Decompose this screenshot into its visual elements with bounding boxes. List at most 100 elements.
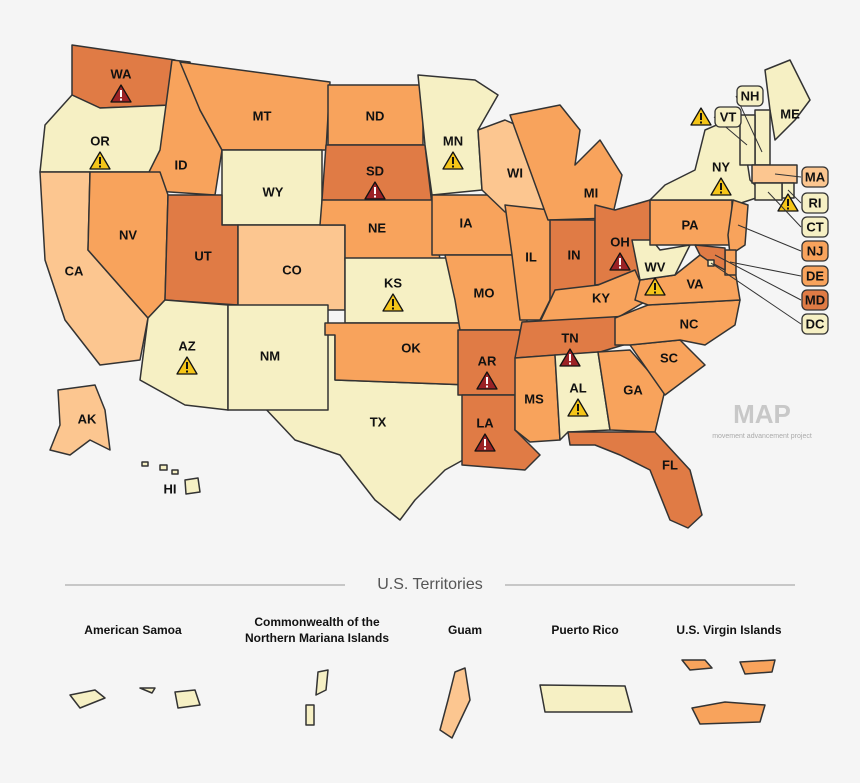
territories: American Samoa Commonwealth of the Norther… bbox=[69, 615, 782, 739]
territory-name: Commonwealth of the bbox=[254, 615, 380, 629]
territory-name: Puerto Rico bbox=[551, 623, 618, 637]
territory bbox=[305, 704, 315, 726]
warning-icon bbox=[690, 107, 712, 126]
state-label: VT bbox=[720, 109, 737, 124]
state bbox=[694, 244, 726, 271]
warning-icon bbox=[474, 433, 496, 452]
state-label: NE bbox=[368, 220, 386, 235]
warning-dot bbox=[654, 291, 656, 294]
warning-dot bbox=[569, 362, 571, 365]
warning-icon bbox=[364, 181, 386, 200]
state-label: OK bbox=[401, 340, 421, 355]
state-label: CT bbox=[806, 219, 823, 234]
warning-mark bbox=[486, 377, 488, 384]
state-label: MI bbox=[584, 185, 598, 200]
state-label: OH bbox=[610, 234, 630, 249]
warning-mark bbox=[392, 299, 394, 306]
territory-name: U.S. Virgin Islands bbox=[676, 623, 781, 637]
state-labels: TX WA OR CA ID NV MT WY UT CO AZ NM ND SD NE KS OK MN IA MO… bbox=[65, 66, 829, 496]
state bbox=[554, 351, 611, 441]
territory bbox=[315, 669, 329, 696]
warning-mark bbox=[99, 157, 101, 164]
leader-line bbox=[787, 189, 802, 204]
state-label: ID bbox=[175, 157, 188, 172]
state-label: MD bbox=[805, 292, 825, 307]
territory bbox=[539, 684, 633, 713]
state-label: TN bbox=[561, 330, 578, 345]
warning-mark bbox=[787, 199, 789, 206]
warning-dot bbox=[392, 307, 394, 310]
warning-icon bbox=[476, 371, 498, 390]
state bbox=[184, 477, 201, 495]
warning-dot bbox=[484, 447, 486, 450]
warning-dot bbox=[186, 370, 188, 373]
state-label: WI bbox=[507, 165, 523, 180]
callout-box bbox=[801, 313, 829, 335]
territory-name: American Samoa bbox=[84, 623, 182, 637]
warning-mark bbox=[700, 113, 702, 120]
state-label: DC bbox=[806, 316, 825, 331]
state-label: IN bbox=[568, 247, 581, 262]
callout-box bbox=[801, 289, 829, 311]
warning-mark bbox=[374, 187, 376, 194]
warning-dot bbox=[619, 266, 621, 269]
leader-line bbox=[767, 191, 802, 228]
state-label: DE bbox=[806, 268, 824, 283]
state-label: AZ bbox=[178, 338, 195, 353]
callout-box bbox=[801, 192, 829, 214]
state bbox=[227, 304, 329, 411]
warning-dot bbox=[452, 165, 454, 168]
warning-icon bbox=[567, 398, 589, 417]
warning-mark bbox=[569, 354, 571, 361]
state-label: HI bbox=[164, 481, 177, 496]
state-label: OR bbox=[90, 133, 110, 148]
territory-name: Guam bbox=[448, 623, 482, 637]
state-label: MT bbox=[253, 108, 272, 123]
callout-box bbox=[801, 216, 829, 238]
warning-icon bbox=[710, 177, 732, 196]
warning-mark bbox=[484, 439, 486, 446]
warning-icon bbox=[89, 151, 111, 170]
state-label: RI bbox=[809, 195, 822, 210]
state bbox=[727, 199, 749, 256]
warning-dot bbox=[700, 121, 702, 124]
state-island bbox=[171, 469, 179, 475]
state-label: NM bbox=[260, 348, 280, 363]
leader-line bbox=[737, 224, 802, 252]
warning-mark bbox=[654, 283, 656, 290]
state bbox=[754, 109, 771, 166]
leader-line bbox=[710, 262, 802, 325]
state-label: KS bbox=[384, 275, 402, 290]
callout-box bbox=[801, 265, 829, 287]
state bbox=[567, 431, 703, 529]
state bbox=[754, 182, 783, 201]
warning-dot bbox=[486, 385, 488, 388]
territory bbox=[69, 689, 106, 709]
state-label: AL bbox=[569, 380, 586, 395]
territory bbox=[691, 701, 766, 725]
state bbox=[751, 164, 798, 184]
state-label: CA bbox=[65, 263, 84, 278]
warning-icon bbox=[644, 277, 666, 296]
state bbox=[324, 322, 471, 386]
territory bbox=[139, 687, 156, 694]
callout-box bbox=[714, 106, 742, 128]
territory bbox=[174, 689, 201, 709]
warning-dot bbox=[120, 98, 122, 101]
warning-icon bbox=[110, 84, 132, 103]
warning-icon bbox=[382, 293, 404, 312]
state-label: PA bbox=[681, 217, 699, 232]
state-label: AR bbox=[478, 353, 497, 368]
state-label: TX bbox=[370, 414, 387, 429]
warning-dot bbox=[374, 195, 376, 198]
state bbox=[739, 114, 756, 166]
warning-mark bbox=[577, 404, 579, 411]
state-label: LA bbox=[476, 415, 494, 430]
warning-mark bbox=[720, 183, 722, 190]
state-label: MN bbox=[443, 133, 463, 148]
warning-mark bbox=[619, 258, 621, 265]
callout-box bbox=[801, 166, 829, 188]
state-island bbox=[159, 464, 168, 471]
warning-dot bbox=[99, 165, 101, 168]
